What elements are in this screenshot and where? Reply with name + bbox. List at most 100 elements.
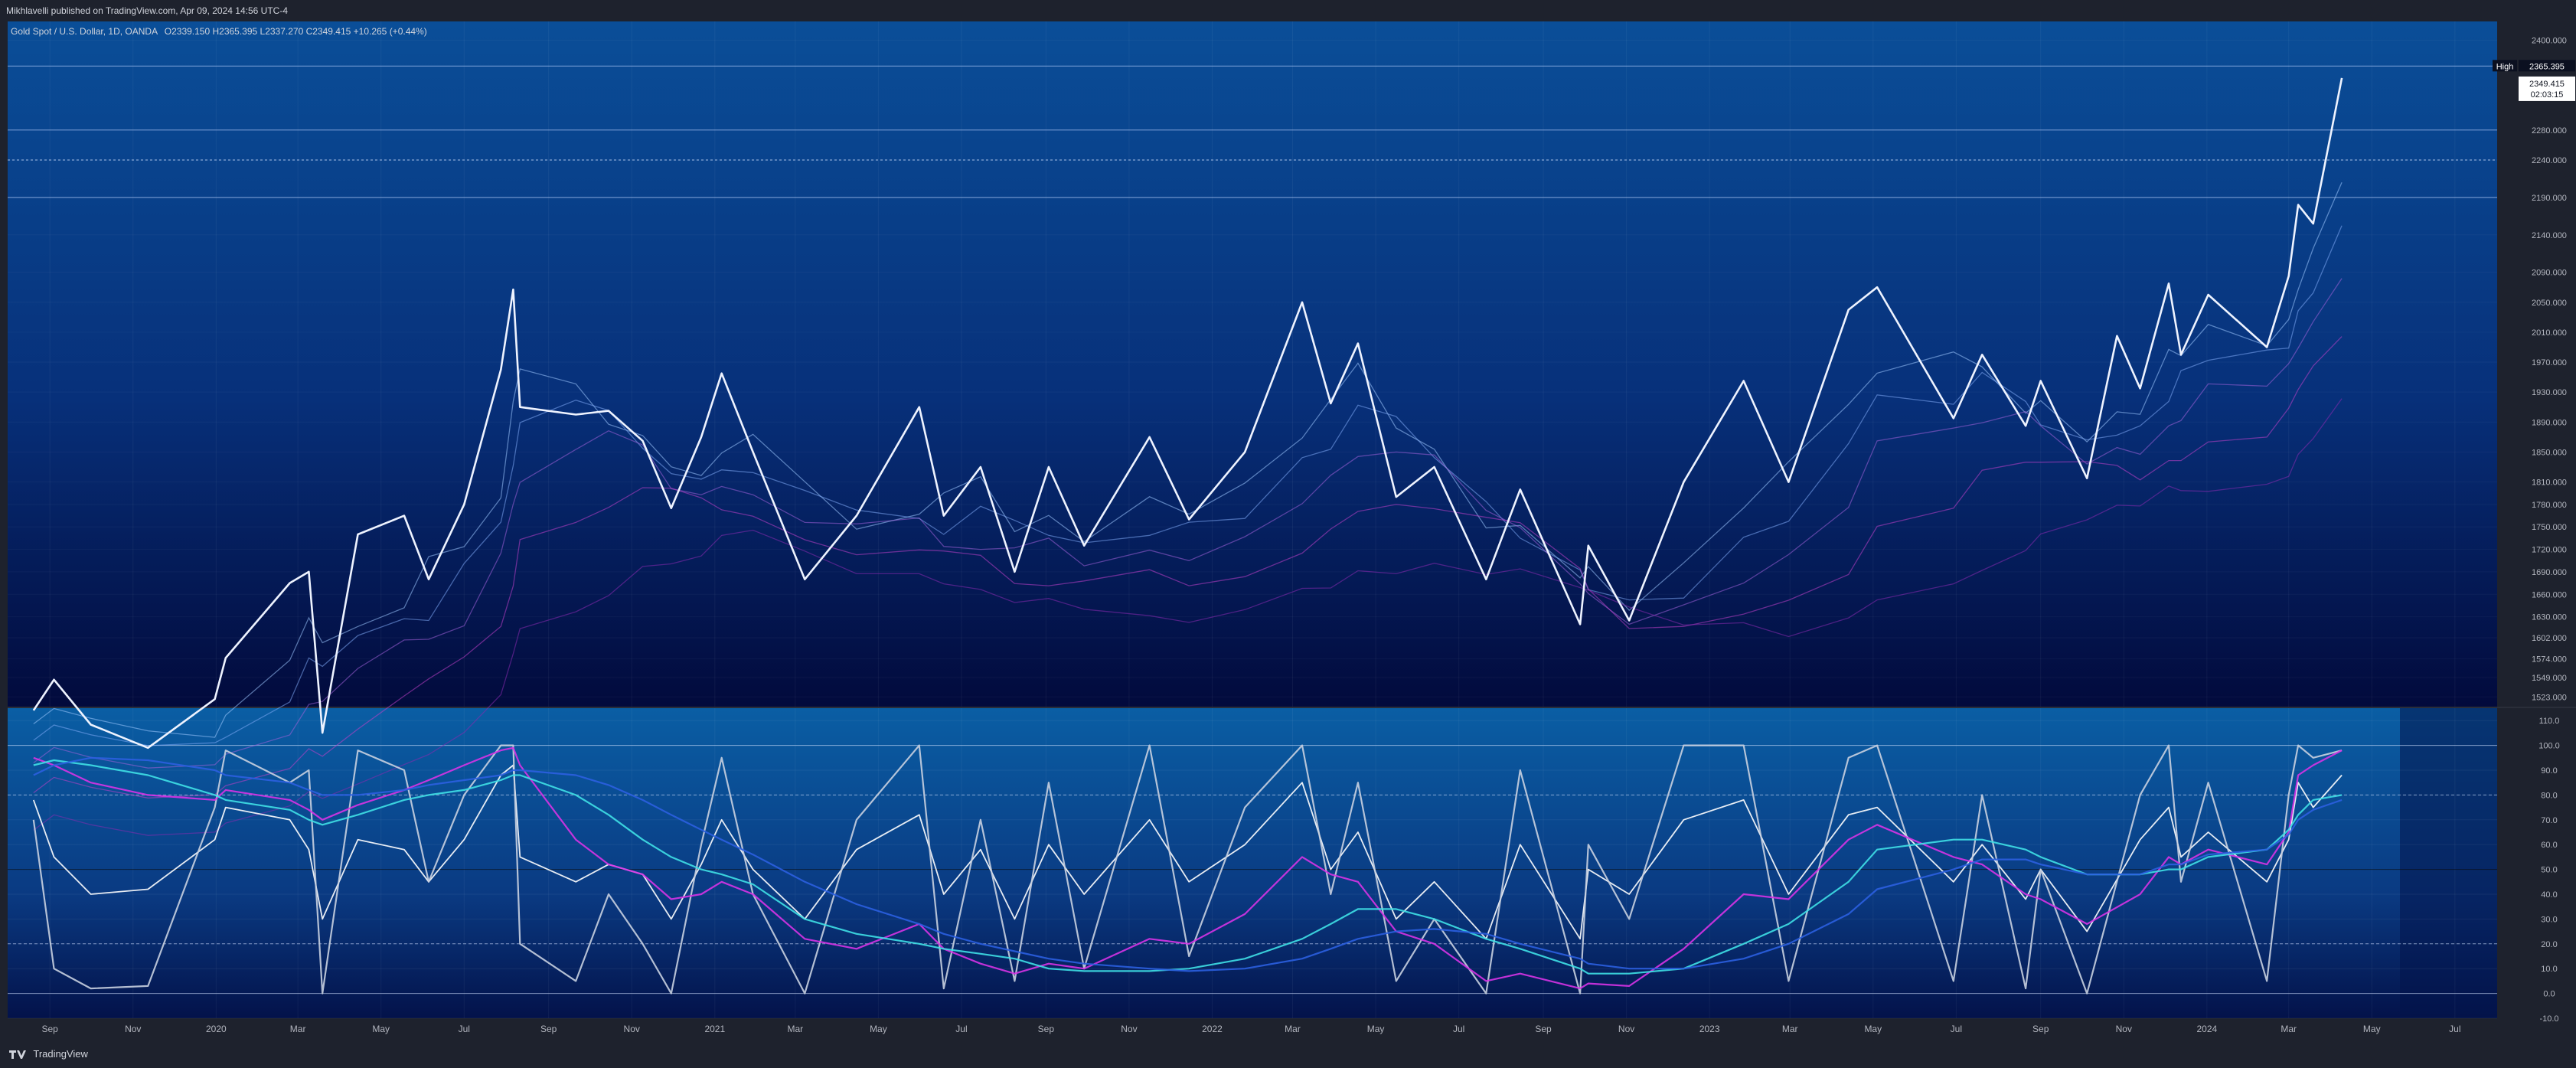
price-axis-label: 1574.000 (2532, 655, 2567, 664)
last-price-box (2519, 76, 2575, 101)
time-axis-label: May (870, 1024, 887, 1034)
price-axis-label: 1690.000 (2532, 568, 2567, 577)
oscillator-axis-label: 110.0 (2539, 717, 2560, 726)
time-axis-label: Nov (624, 1024, 640, 1034)
moving-average-band (33, 398, 2343, 836)
moving-average-band (33, 336, 2343, 799)
tradingview-logo-icon[interactable] (9, 1050, 26, 1060)
price-axis-label: 2190.000 (2532, 194, 2567, 203)
time-axis-label: Mar (290, 1024, 306, 1034)
bar-countdown: 02:03:15 (2531, 90, 2564, 100)
price-axis[interactable]: 2400.000 2280.000 2240.000 2190.000 2140.000… (2532, 36, 2567, 702)
time-axis-label: May (1864, 1024, 1882, 1034)
price-axis-label: 1630.000 (2532, 613, 2567, 622)
time-axis-label: 2022 (1202, 1024, 1223, 1034)
oscillator-axis-label: 70.0 (2541, 816, 2557, 825)
time-axis-label: May (2363, 1024, 2381, 1034)
oscillator-axis-label: 10.0 (2541, 965, 2557, 974)
ohlc-values: O2339.150 H2365.395 L2337.270 C2349.415 … (164, 26, 427, 37)
chart-area[interactable]: 2400.000 2280.000 2240.000 2190.000 2140.000… (0, 21, 2576, 1040)
price-axis-label: 1720.000 (2532, 546, 2567, 555)
price-axis-label: 1810.000 (2532, 478, 2567, 488)
oscillator-axis-label: -10.0 (2539, 1014, 2558, 1024)
oscillator-line (33, 746, 2343, 990)
time-axis-label: May (1367, 1024, 1385, 1034)
time-axis-label: Nov (125, 1024, 141, 1034)
oscillator-series (32, 744, 2343, 995)
oscillator-axis-label: 80.0 (2541, 791, 2557, 800)
price-axis-label: 1890.000 (2532, 418, 2567, 427)
oscillator-axis-label: 90.0 (2541, 766, 2557, 776)
oscillator-line (33, 756, 2343, 972)
price-axis-label: 2140.000 (2532, 231, 2567, 240)
moving-average-band (33, 225, 2343, 746)
high-label-box (2493, 60, 2517, 72)
time-axis-label: Nov (1121, 1024, 1137, 1034)
price-axis-label: 1660.000 (2532, 590, 2567, 599)
price-axis-label: 2280.000 (2532, 126, 2567, 136)
time-axis-label: Jul (2449, 1024, 2460, 1034)
time-axis-label: 2023 (1699, 1024, 1720, 1034)
time-axis-label: Nov (1618, 1024, 1634, 1034)
time-axis-label: Nov (2116, 1024, 2132, 1034)
time-axis-label: May (372, 1024, 390, 1034)
main-pane-bg (8, 21, 2497, 707)
time-axis-label: Sep (1535, 1024, 1552, 1034)
time-axis-label: Jul (1951, 1024, 1962, 1034)
symbol-header: Gold Spot / U.S. Dollar, 1D, OANDA O2339… (11, 26, 427, 37)
time-axis-label: Sep (2032, 1024, 2049, 1034)
oscillator-axis-label: 40.0 (2541, 890, 2557, 900)
price-axis-label: 2240.000 (2532, 156, 2567, 165)
oscillator-line (33, 759, 2343, 975)
time-axis[interactable]: Sep Nov 2020 Mar May Jul Sep Nov 2021 Mar May Jul Se… (41, 1024, 2460, 1034)
symbol-title: Gold Spot / U.S. Dollar, 1D, OANDA (11, 26, 158, 37)
time-axis-label: Sep (41, 1024, 58, 1034)
oscillator-axis-label: 50.0 (2541, 866, 2557, 875)
oscillator-axis-label: 100.0 (2538, 742, 2560, 751)
footer-bar: TradingView (0, 1040, 2576, 1068)
price-axis-label: 1850.000 (2532, 448, 2567, 457)
last-price: 2349.415 (2529, 80, 2565, 89)
time-axis-label: Mar (1782, 1024, 1798, 1034)
time-axis-label: Mar (2281, 1024, 2297, 1034)
price-axis-label: 1970.000 (2532, 358, 2567, 367)
time-axis-label: 2020 (206, 1024, 227, 1034)
price-axis-label: 1930.000 (2532, 388, 2567, 397)
oscillator-line (32, 744, 2343, 995)
oscillator-axis-label: 20.0 (2541, 940, 2557, 949)
time-axis-label: Sep (540, 1024, 557, 1034)
time-axis-label: Mar (787, 1024, 803, 1034)
brand-label[interactable]: TradingView (33, 1048, 88, 1060)
oscillator-axis-label: 30.0 (2541, 915, 2557, 924)
time-axis-label: 2021 (704, 1024, 725, 1034)
price-axis-label: 1523.000 (2532, 693, 2567, 702)
oscillator-line (32, 764, 2343, 940)
price-series (32, 77, 2343, 836)
price-axis-label: 2050.000 (2532, 299, 2567, 308)
price-axis-label: 1602.000 (2532, 634, 2567, 643)
price-axis-label: 2010.000 (2532, 328, 2567, 338)
time-axis-label: Jul (1453, 1024, 1464, 1034)
oscillator-axis-label: 0.0 (2543, 990, 2555, 999)
oscillator-axis[interactable]: 110.0 100.0 90.0 80.0 70.0 60.0 50.0 40.0 30.0 20… (2538, 717, 2560, 1024)
price-close-line (32, 77, 2343, 750)
publisher-line: Mikhlavelli published on TradingView.com… (0, 0, 2576, 21)
price-axis-label: 2090.000 (2532, 269, 2567, 278)
reference-lines (8, 65, 2497, 995)
time-axis-label: Jul (955, 1024, 967, 1034)
price-axis-label: 1780.000 (2532, 501, 2567, 510)
moving-average-band (33, 278, 2343, 769)
high-value: 2365.395 (2529, 62, 2565, 71)
high-label: High (2496, 62, 2514, 71)
time-axis-label: Mar (1285, 1024, 1301, 1034)
price-axis-label: 2400.000 (2532, 36, 2567, 45)
oscillator-future-shade (2400, 708, 2497, 1018)
price-axis-label: 1750.000 (2532, 523, 2567, 532)
oscillator-axis-label: 60.0 (2541, 841, 2557, 850)
time-axis-label: Jul (459, 1024, 470, 1034)
moving-average-band (33, 181, 2343, 738)
high-value-box (2519, 60, 2575, 72)
time-axis-label: 2024 (2197, 1024, 2218, 1034)
price-axis-label: 1549.000 (2532, 674, 2567, 683)
